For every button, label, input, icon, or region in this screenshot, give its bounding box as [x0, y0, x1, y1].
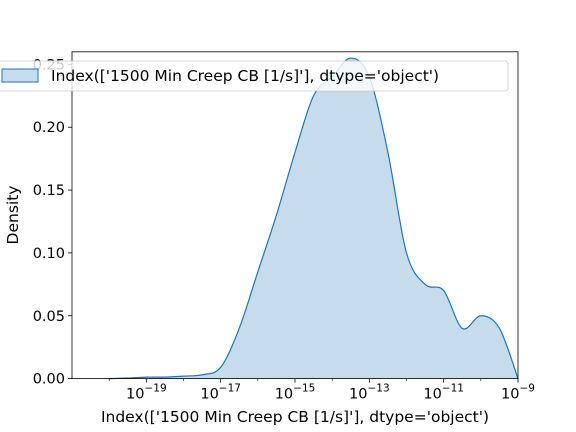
- y-tick-label: 0.00: [33, 372, 65, 388]
- y-axis-label: Density: [4, 186, 22, 245]
- y-tick-label: 0.15: [33, 183, 65, 199]
- x-tick-label: 10−17: [200, 383, 241, 403]
- y-axis: 0.000.050.100.150.200.25: [33, 57, 72, 388]
- legend: Index(['1500 Min Creep CB [1/s]'], dtype…: [0, 60, 509, 92]
- legend-label: Index(['1500 Min Creep CB [1/s]'], dtype…: [51, 67, 439, 85]
- plot-area: [109, 57, 519, 380]
- y-tick-label: 0.10: [33, 246, 65, 262]
- x-tick-label: 10−13: [349, 383, 390, 403]
- x-axis: 10−19 10−17 10−15 10−13 10−11 10−9: [108, 378, 535, 403]
- x-tick-label: 10−11: [423, 383, 464, 403]
- y-tick-label: 0.20: [33, 120, 65, 136]
- x-tick-label: 10−9: [501, 383, 535, 403]
- density-fill: [109, 58, 519, 379]
- x-axis-label: Index(['1500 Min Creep CB [1/s]'], dtype…: [101, 408, 489, 426]
- y-tick-label: 0.05: [33, 309, 65, 325]
- density-line: [109, 57, 519, 380]
- x-tick-label: 10−19: [126, 383, 167, 403]
- legend-box: [0, 60, 509, 92]
- x-tick-label: 10−15: [275, 383, 316, 403]
- legend-swatch: [1, 68, 39, 83]
- plot-frame: [71, 51, 519, 379]
